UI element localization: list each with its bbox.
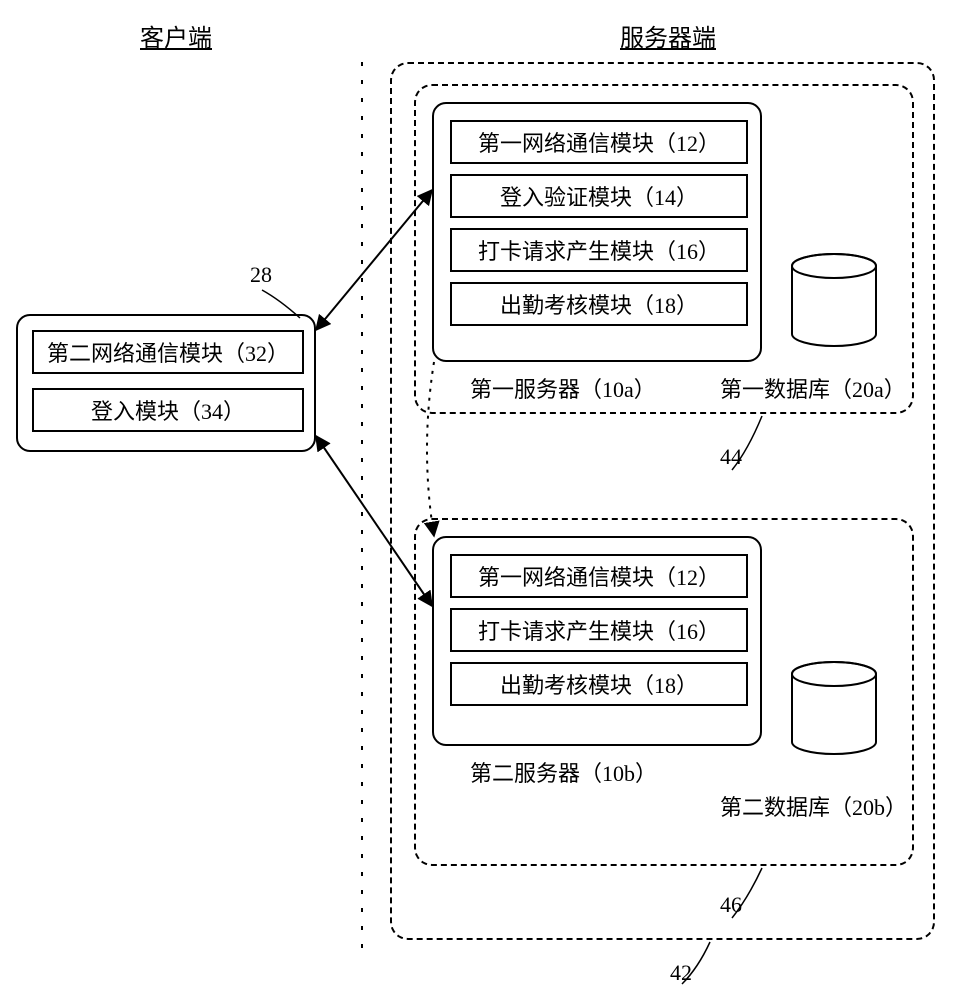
diagram-canvas: 客户端 服务器端 第一网络通信模块（12） 登入验证模块（14） 打卡请求产生模…: [0, 0, 955, 1000]
server2-label: 第二服务器（10b）: [470, 756, 657, 788]
cluster2-num: 46: [720, 892, 742, 918]
server1-label: 第一服务器（10a）: [470, 372, 656, 404]
module-box: 打卡请求产生模块（16）: [450, 608, 748, 652]
server1-box: 第一网络通信模块（12） 登入验证模块（14） 打卡请求产生模块（16） 出勤考…: [432, 102, 762, 362]
client-num: 28: [250, 262, 272, 288]
cluster1-num: 44: [720, 444, 742, 470]
db2-label: 第二数据库（20b）: [720, 790, 907, 822]
module-box: 出勤考核模块（18）: [450, 282, 748, 326]
module-box: 第二网络通信模块（32）: [32, 330, 304, 374]
module-box: 第一网络通信模块（12）: [450, 120, 748, 164]
db1-label: 第一数据库（20a）: [720, 372, 906, 404]
server2-box: 第一网络通信模块（12） 打卡请求产生模块（16） 出勤考核模块（18）: [432, 536, 762, 746]
title-server: 服务器端: [620, 18, 716, 53]
title-client: 客户端: [140, 18, 212, 53]
db1-icon: [790, 252, 878, 352]
module-box: 第一网络通信模块（12）: [450, 554, 748, 598]
db2-icon: [790, 660, 878, 760]
module-box: 登入模块（34）: [32, 388, 304, 432]
client-box: 第二网络通信模块（32） 登入模块（34）: [16, 314, 316, 452]
module-box: 出勤考核模块（18）: [450, 662, 748, 706]
module-box: 登入验证模块（14）: [450, 174, 748, 218]
module-box: 打卡请求产生模块（16）: [450, 228, 748, 272]
server-group-num: 42: [670, 960, 692, 986]
